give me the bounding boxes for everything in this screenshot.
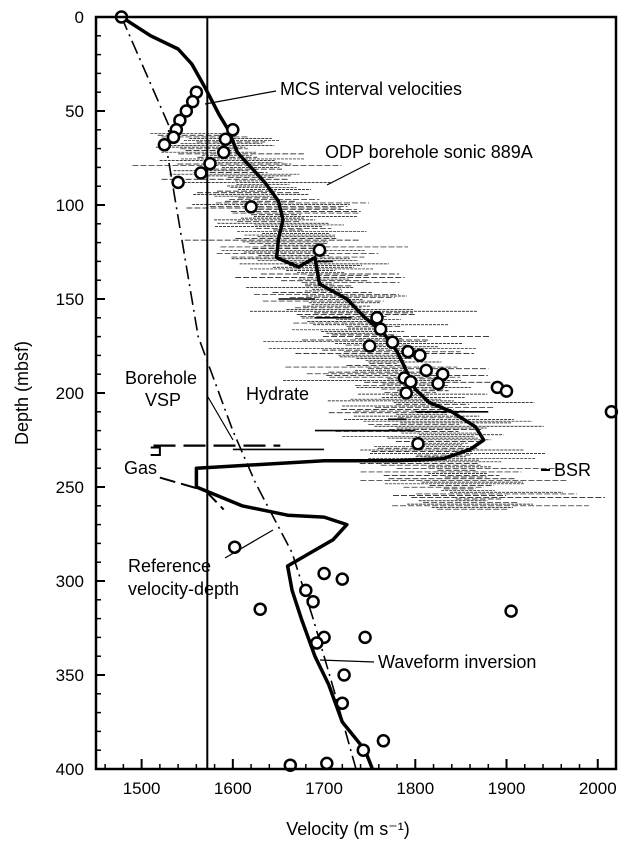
mcs-velocity-point [370,311,384,325]
gas-dash [159,476,206,492]
mcs-velocity-point [226,123,240,137]
mcs-velocity-point [431,376,445,391]
annotation-borehole: Borehole [125,368,197,388]
mcs-velocity-point [399,386,413,400]
leader-line-waveform [319,659,375,663]
mcs-velocity-point [401,344,415,359]
annotation-mcs: MCS interval velocities [280,79,462,99]
y-tick-label: 300 [56,572,84,591]
leader-line-mcs [204,90,277,105]
mcs-velocity-point [320,756,334,771]
leader-line-reference [224,529,274,559]
annotation-gas: Gas [124,458,157,478]
mcs-velocity-point [166,130,181,145]
mcs-velocity-point [335,572,350,586]
y-axis-title: Depth (mbsf) [12,341,32,445]
mcs-velocity-point [203,156,217,171]
mcs-velocity-point [413,348,427,363]
mcs-velocity-point [299,583,313,598]
x-tick-label: 1900 [488,779,526,798]
y-tick-label: 400 [56,760,84,779]
annotation-hydrate: Hydrate [246,384,309,404]
plot-frame [94,15,618,771]
mcs-velocity-point [362,339,377,353]
x-tick-labels: 1500 1600 1700 1800 1900 2000 [123,779,617,798]
mcs-velocity-point [335,696,350,710]
mcs-velocity-point [411,437,425,451]
x-tick-label: 1600 [214,779,252,798]
mcs-velocity-point [499,384,514,398]
mcs-velocity-point [376,734,391,748]
circle-layer [114,10,619,772]
annotation-bsr: BSR [554,460,591,480]
y-tick-label: 350 [56,666,84,685]
mcs-velocity-point [194,166,208,180]
mcs-velocity-point [157,138,172,152]
y-tick-label: 100 [56,196,84,215]
mcs-velocity-point [218,132,233,146]
y-tick-label: 200 [56,384,84,403]
mcs-velocity-point [216,145,231,160]
annotation-reference: Reference [128,556,211,576]
y-tick-label: 150 [56,290,84,309]
mcs-velocity-point [179,104,194,118]
gas-dash [204,490,225,511]
mcs-velocity-point [358,630,372,645]
x-tick-label: 2000 [579,779,617,798]
mcs-velocity-point [337,668,351,682]
mcs-velocity-point [317,566,331,581]
annotation-velocity-depth: velocity-depth [128,579,239,599]
x-tick-label: 1500 [123,779,161,798]
x-tick-label: 1800 [396,779,434,798]
mcs-velocity-point [356,743,371,757]
mcs-velocity-point [403,374,418,389]
annotation-waveform: Waveform inversion [378,652,536,672]
mcs-velocity-point [171,175,185,190]
mcs-velocity-point [504,604,518,618]
mcs-velocity-point [244,200,258,214]
vsp-bracket [150,446,161,456]
mcs-velocity-point [310,636,324,650]
annotation-odp: ODP borehole sonic 889A [325,142,533,162]
leader-line-vsp [207,396,234,441]
mcs-velocity-point [312,243,327,257]
mcs-velocity-point [373,322,388,336]
leader-line-odp [326,162,371,186]
y-tick-label: 50 [65,102,84,121]
series-layer [120,15,486,770]
mcs-velocity-point [185,94,200,109]
y-tick-labels: 0 50 100 150 200 250 300 350 400 [56,8,84,779]
mcs-velocity-point [227,540,242,554]
mcs-velocity-point [253,602,267,616]
x-tick-label: 1700 [305,779,343,798]
mcs-velocity-point [419,363,433,378]
x-axis-title: Velocity (m s⁻¹) [286,819,410,839]
mcs-velocity-point [385,335,400,349]
mcs-velocity-point [306,594,320,609]
annotation-vsp: VSP [145,390,181,410]
series-thick-line [120,15,486,770]
y-tick-label: 0 [75,8,84,27]
y-tick-label: 250 [56,478,84,497]
